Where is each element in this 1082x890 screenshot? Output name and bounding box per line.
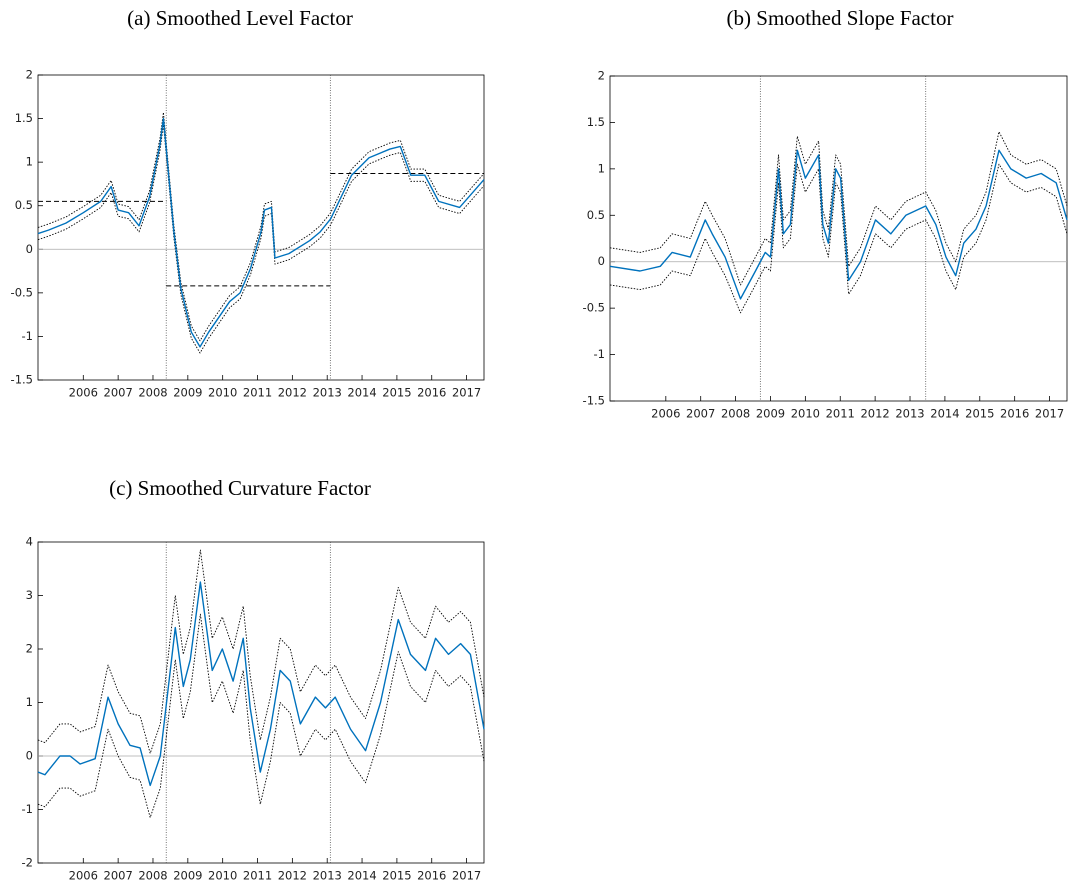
x-tick-label: 2014 (347, 386, 376, 400)
band-line (609, 163, 1068, 314)
plot-frame (609, 75, 1068, 402)
x-tick-label: 2016 (1000, 407, 1029, 421)
band-line (37, 549, 485, 754)
x-tick-label: 2012 (860, 407, 889, 421)
y-tick-label: -1.5 (583, 394, 605, 408)
x-tick-label: 2006 (69, 386, 98, 400)
x-tick-label: 2010 (208, 386, 237, 400)
x-tick-label: 2011 (243, 386, 272, 400)
x-tick-label: 2011 (826, 407, 855, 421)
estimate-line (37, 117, 485, 348)
band-line (37, 613, 485, 818)
x-tick-label: 2008 (138, 386, 167, 400)
x-tick-label: 2012 (278, 869, 307, 883)
x-tick-label: 2016 (417, 386, 446, 400)
x-tick-label: 2009 (173, 386, 202, 400)
x-tick-label: 2010 (791, 407, 820, 421)
x-tick-label: 2007 (104, 869, 133, 883)
y-tick-label: 0 (26, 749, 33, 763)
y-tick-label: -0.5 (11, 285, 33, 299)
x-tick-label: 2008 (138, 869, 167, 883)
x-tick-label: 2007 (104, 386, 133, 400)
y-tick-label: 0 (598, 254, 605, 268)
panel: (a) Smoothed Level Factor -1.5 -1 -0.5 0 0.5 1… (11, 6, 485, 400)
band-line (37, 112, 485, 342)
y-tick-label: -1 (22, 802, 33, 816)
band-line (37, 124, 485, 354)
y-tick-label: 1 (26, 155, 33, 169)
x-tick-label: 2013 (313, 386, 342, 400)
y-tick-label: -1 (594, 347, 605, 361)
y-tick-label: -1.5 (11, 373, 33, 387)
x-tick-label: 2015 (382, 869, 411, 883)
panel: (b) Smoothed Slope Factor -1.5 -1 -0.5 0 0.5 1… (583, 6, 1068, 421)
x-tick-label: 2017 (452, 386, 481, 400)
y-tick-label: 0.5 (587, 208, 605, 222)
x-tick-label: 2009 (756, 407, 785, 421)
x-tick-label: 2017 (1035, 407, 1064, 421)
x-tick-label: 2017 (452, 869, 481, 883)
estimate-line (37, 581, 485, 787)
y-tick-label: 0.5 (15, 198, 33, 212)
y-tick-label: 0 (26, 242, 33, 256)
band-line (609, 131, 1068, 286)
y-tick-label: 4 (26, 535, 33, 549)
x-tick-label: 2010 (208, 869, 237, 883)
x-tick-label: 2012 (278, 386, 307, 400)
x-tick-label: 2008 (721, 407, 750, 421)
y-tick-label: 1.5 (15, 111, 33, 125)
y-tick-label: 1 (26, 695, 33, 709)
y-tick-label: 2 (26, 68, 33, 82)
x-tick-label: 2015 (382, 386, 411, 400)
y-tick-label: 1 (598, 161, 605, 175)
plot-frame (37, 541, 485, 864)
x-tick-label: 2013 (895, 407, 924, 421)
x-tick-label: 2011 (243, 869, 272, 883)
y-tick-label: 1.5 (587, 115, 605, 129)
y-tick-label: 3 (26, 588, 33, 602)
y-tick-label: 2 (598, 69, 605, 83)
x-tick-label: 2014 (347, 869, 376, 883)
x-tick-label: 2007 (686, 407, 715, 421)
x-tick-label: 2006 (651, 407, 680, 421)
panel-title: (b) Smoothed Slope Factor (727, 6, 954, 30)
x-tick-label: 2015 (965, 407, 994, 421)
panel-title: (c) Smoothed Curvature Factor (109, 476, 371, 500)
x-tick-label: 2013 (313, 869, 342, 883)
x-tick-label: 2016 (417, 869, 446, 883)
x-tick-label: 2009 (173, 869, 202, 883)
estimate-line (609, 149, 1068, 300)
y-tick-label: -2 (22, 856, 33, 870)
y-tick-label: -0.5 (583, 301, 605, 315)
y-tick-label: 2 (26, 642, 33, 656)
y-tick-label: -1 (22, 329, 33, 343)
x-tick-label: 2006 (69, 869, 98, 883)
panel: (c) Smoothed Curvature Factor -2 -1 0 1 2 3 4 20… (22, 476, 485, 883)
x-tick-label: 2014 (930, 407, 959, 421)
panel-title: (a) Smoothed Level Factor (127, 6, 353, 30)
